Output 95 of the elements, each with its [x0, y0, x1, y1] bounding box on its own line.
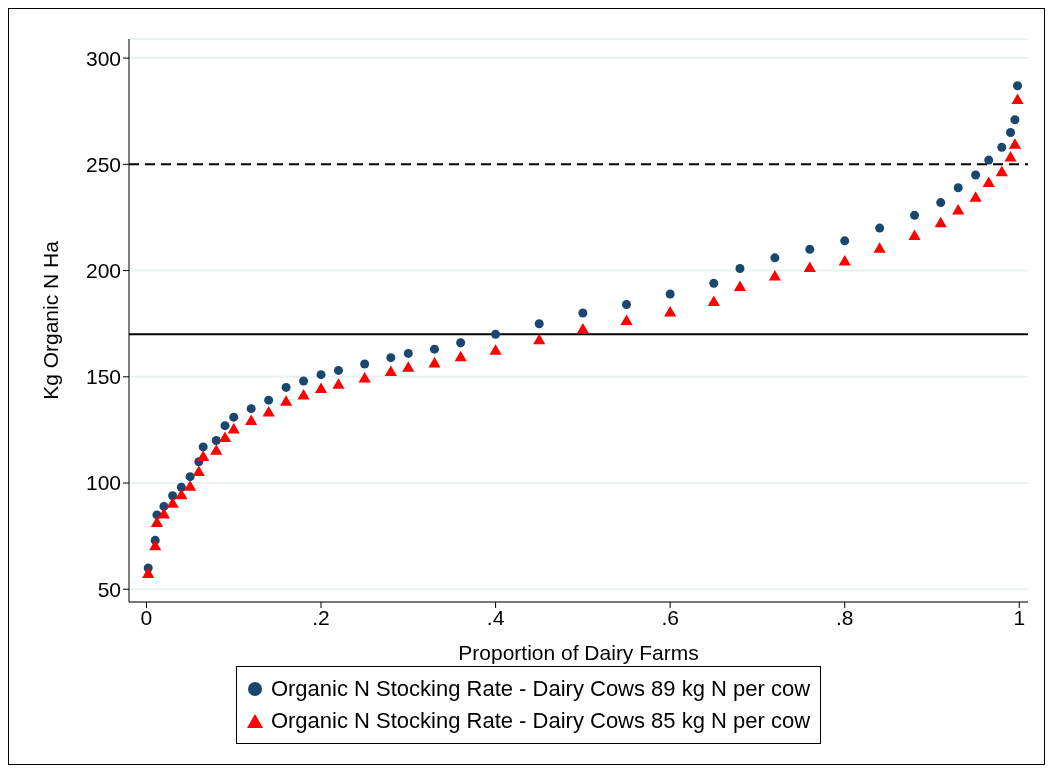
legend-label: Organic N Stocking Rate - Dairy Cows 89 kg N per cow — [270, 675, 811, 703]
point — [142, 567, 155, 578]
point — [621, 300, 632, 310]
point — [246, 404, 256, 414]
point — [733, 280, 747, 292]
point — [428, 357, 441, 368]
point — [709, 278, 719, 288]
point — [982, 176, 995, 187]
point — [262, 405, 275, 417]
point — [175, 488, 188, 500]
y-tick-label: 200 — [85, 259, 121, 283]
point — [1008, 138, 1021, 149]
point — [184, 480, 197, 491]
x-tick-label: 0 — [140, 605, 153, 629]
point — [908, 229, 921, 241]
point — [735, 263, 745, 273]
point — [491, 329, 501, 339]
point — [664, 306, 677, 317]
point — [386, 353, 396, 363]
point — [840, 236, 850, 246]
point — [707, 295, 720, 306]
point — [984, 155, 994, 165]
point — [218, 431, 232, 442]
point — [281, 382, 291, 392]
point — [576, 323, 589, 334]
x-tick-label: .2 — [312, 605, 330, 629]
point — [384, 365, 397, 377]
x-tick-label: 1 — [1013, 605, 1026, 629]
point — [280, 395, 293, 406]
point — [166, 497, 179, 508]
point — [953, 183, 963, 193]
point — [665, 289, 675, 299]
point — [316, 370, 326, 380]
point — [1004, 150, 1017, 162]
point — [971, 170, 981, 180]
point — [910, 210, 920, 220]
point — [875, 223, 885, 233]
point — [210, 444, 223, 455]
point — [805, 244, 815, 254]
point — [768, 269, 781, 281]
point — [197, 450, 210, 462]
point — [314, 382, 328, 394]
point — [1010, 115, 1020, 125]
y-tick-label: 100 — [85, 471, 121, 495]
point — [1006, 127, 1016, 137]
point — [227, 422, 240, 434]
point — [997, 142, 1007, 152]
point — [873, 242, 886, 253]
point — [192, 465, 205, 476]
point — [149, 539, 162, 551]
point — [150, 516, 164, 527]
y-tick-label: 250 — [85, 152, 121, 176]
point — [969, 191, 982, 202]
point — [211, 436, 221, 446]
point — [995, 165, 1008, 177]
point — [803, 261, 816, 272]
point — [157, 507, 170, 519]
x-tick-label: .4 — [486, 605, 505, 629]
point — [245, 414, 258, 425]
point — [429, 344, 439, 354]
point — [403, 348, 413, 358]
point — [358, 371, 371, 383]
point — [534, 319, 544, 329]
x-tick-label: .8 — [835, 605, 854, 629]
point — [185, 472, 195, 482]
point — [454, 350, 467, 362]
point — [333, 365, 343, 375]
point — [402, 361, 415, 372]
point — [934, 216, 947, 228]
point — [456, 338, 466, 348]
point — [952, 204, 965, 215]
point — [1013, 81, 1023, 91]
y-axis-title: Kg Organic N Ha — [39, 240, 63, 400]
x-tick-label: .6 — [661, 605, 679, 629]
point — [299, 376, 309, 386]
y-tick-label: 50 — [97, 577, 121, 601]
point — [264, 395, 274, 405]
legend-label: Organic N Stocking Rate - Dairy Cows 85 kg N per cow — [270, 707, 811, 735]
point — [489, 344, 502, 355]
point — [198, 442, 208, 452]
point — [838, 255, 851, 266]
point — [297, 388, 310, 400]
point — [620, 314, 633, 326]
point — [533, 333, 546, 345]
point — [936, 198, 946, 208]
point — [332, 378, 345, 389]
y-tick-label: 150 — [85, 365, 121, 389]
x-axis-title: Proportion of Dairy Farms — [458, 641, 699, 664]
point — [229, 412, 239, 422]
point — [1011, 93, 1024, 105]
point — [578, 308, 588, 318]
point — [360, 359, 370, 369]
y-tick-label: 300 — [85, 46, 121, 70]
point — [220, 421, 230, 431]
point — [770, 253, 780, 263]
